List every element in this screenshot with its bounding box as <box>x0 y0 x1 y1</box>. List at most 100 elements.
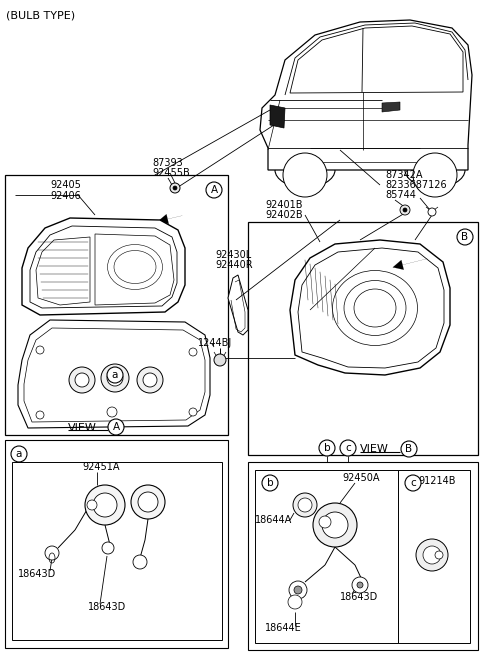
Polygon shape <box>290 240 450 375</box>
Text: b: b <box>324 443 330 453</box>
Circle shape <box>322 512 348 538</box>
Text: 92402B: 92402B <box>265 210 302 220</box>
Circle shape <box>401 441 417 457</box>
Text: 8233687126: 8233687126 <box>385 180 446 190</box>
Circle shape <box>69 367 95 393</box>
Text: VIEW: VIEW <box>68 423 97 433</box>
Circle shape <box>405 475 421 491</box>
Circle shape <box>75 373 89 387</box>
Polygon shape <box>382 102 400 112</box>
Circle shape <box>138 492 158 512</box>
Text: 18643D: 18643D <box>18 569 56 579</box>
Circle shape <box>313 503 357 547</box>
Circle shape <box>289 581 307 599</box>
Circle shape <box>283 153 327 197</box>
Text: c: c <box>410 478 416 488</box>
Text: c: c <box>345 443 351 453</box>
Text: A: A <box>112 422 120 432</box>
Circle shape <box>101 364 129 392</box>
Circle shape <box>108 419 124 435</box>
Polygon shape <box>260 20 472 170</box>
Polygon shape <box>270 105 285 128</box>
Polygon shape <box>290 26 463 93</box>
Circle shape <box>288 595 302 609</box>
Bar <box>5 440 228 648</box>
Circle shape <box>319 440 335 456</box>
Circle shape <box>143 373 157 387</box>
Text: A: A <box>210 185 217 195</box>
Circle shape <box>85 485 125 525</box>
Circle shape <box>107 407 117 417</box>
Circle shape <box>457 229 473 245</box>
Circle shape <box>428 208 436 216</box>
Text: B: B <box>406 444 413 454</box>
Circle shape <box>262 475 278 491</box>
Circle shape <box>102 542 114 554</box>
Circle shape <box>293 493 317 517</box>
Circle shape <box>340 440 356 456</box>
Text: 92440R: 92440R <box>215 260 252 270</box>
Text: 1244BJ: 1244BJ <box>198 338 232 348</box>
Circle shape <box>206 182 222 198</box>
Circle shape <box>87 500 97 510</box>
Circle shape <box>403 208 407 212</box>
Circle shape <box>357 582 363 588</box>
Circle shape <box>319 516 331 528</box>
Bar <box>255 470 398 643</box>
Circle shape <box>400 205 410 215</box>
Polygon shape <box>30 226 177 308</box>
Circle shape <box>137 367 163 393</box>
Circle shape <box>131 485 165 519</box>
Text: 18644A: 18644A <box>255 515 292 525</box>
Text: 18643D: 18643D <box>340 592 378 602</box>
Text: 92406: 92406 <box>50 191 81 201</box>
Bar <box>398 470 470 643</box>
Text: 87393: 87393 <box>152 158 183 168</box>
Circle shape <box>170 183 180 193</box>
Polygon shape <box>228 275 248 335</box>
Text: 18644E: 18644E <box>265 623 302 633</box>
Text: 92405: 92405 <box>50 180 81 190</box>
Text: 92451A: 92451A <box>82 462 120 472</box>
Text: VIEW: VIEW <box>360 444 389 454</box>
Circle shape <box>45 546 59 560</box>
Text: 92455B: 92455B <box>152 168 190 178</box>
Circle shape <box>298 498 312 512</box>
Circle shape <box>352 577 368 593</box>
Bar <box>95 405 130 420</box>
Bar <box>12 462 222 640</box>
Text: 87342A: 87342A <box>385 170 422 180</box>
Text: a: a <box>112 370 118 380</box>
Text: 91214B: 91214B <box>418 476 456 486</box>
Text: b: b <box>267 478 273 488</box>
Circle shape <box>189 408 197 416</box>
Bar <box>248 462 478 650</box>
Circle shape <box>133 555 147 569</box>
Polygon shape <box>22 218 185 315</box>
Circle shape <box>413 153 457 197</box>
Text: 18643D: 18643D <box>88 602 126 612</box>
Text: 85744: 85744 <box>385 190 416 200</box>
Bar <box>248 222 478 455</box>
Circle shape <box>36 346 44 354</box>
Polygon shape <box>298 248 444 368</box>
Text: a: a <box>16 449 22 459</box>
Circle shape <box>11 446 27 462</box>
Text: B: B <box>461 232 468 242</box>
Circle shape <box>189 348 197 356</box>
Circle shape <box>214 354 226 366</box>
Circle shape <box>416 539 448 571</box>
Bar <box>5 175 228 435</box>
Circle shape <box>294 586 302 594</box>
Circle shape <box>36 411 44 419</box>
Circle shape <box>173 186 177 190</box>
Circle shape <box>435 551 443 559</box>
Text: 92401B: 92401B <box>265 200 302 210</box>
Text: 92450A: 92450A <box>342 473 380 483</box>
Circle shape <box>107 370 123 386</box>
Polygon shape <box>18 320 210 428</box>
Text: 92430L: 92430L <box>215 250 251 260</box>
Circle shape <box>93 493 117 517</box>
Text: (BULB TYPE): (BULB TYPE) <box>6 11 75 21</box>
Circle shape <box>423 546 441 564</box>
